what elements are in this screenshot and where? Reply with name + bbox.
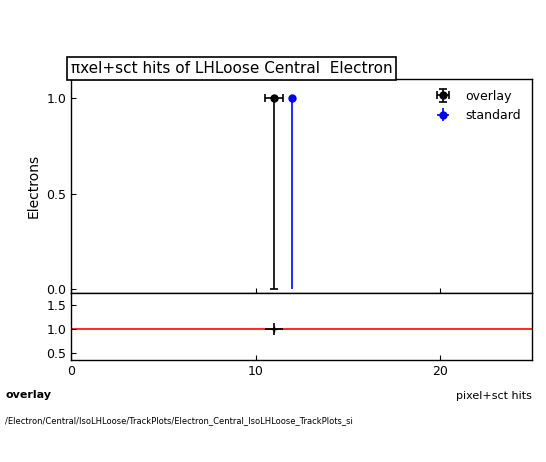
Text: /Electron/Central/IsoLHLoose/TrackPlots/Electron_Central_IsoLHLoose_TrackPlots_s: /Electron/Central/IsoLHLoose/TrackPlots/… (5, 416, 353, 425)
Text: πxel+sct hits of LHLoose Central  Electron: πxel+sct hits of LHLoose Central Electro… (71, 61, 393, 76)
Text: overlay: overlay (5, 390, 51, 401)
Y-axis label: Electrons: Electrons (27, 154, 40, 218)
Legend: overlay, standard: overlay, standard (425, 85, 526, 127)
Text: pixel+sct hits: pixel+sct hits (456, 390, 532, 401)
